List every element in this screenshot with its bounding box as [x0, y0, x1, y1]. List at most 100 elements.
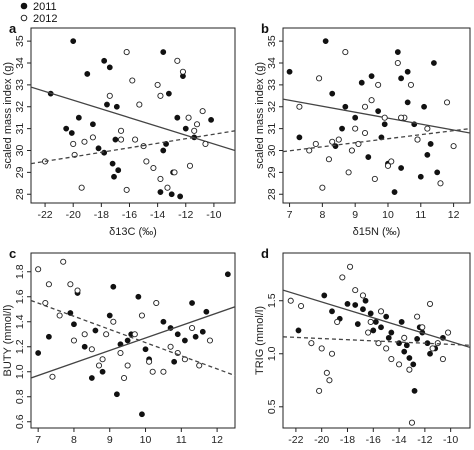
point-d-2012-2 — [308, 340, 315, 347]
x-tick-label-c-2: 9 — [107, 434, 113, 446]
point-b-2012-19 — [437, 180, 444, 187]
point-b-2012-3 — [319, 184, 326, 191]
point-b-2012-22 — [345, 169, 352, 176]
point-d-2011-11 — [401, 348, 408, 355]
point-d-2012-28 — [326, 377, 333, 384]
point-a-2011-25 — [168, 191, 175, 198]
point-c-2012-24 — [56, 312, 63, 319]
x-tick-label-d-6: -10 — [443, 434, 458, 446]
point-d-2012-21 — [439, 356, 446, 363]
point-c-2011-18 — [174, 331, 181, 338]
point-a-2012-8 — [136, 101, 143, 108]
point-a-2011-8 — [112, 136, 119, 143]
point-a-2011-29 — [111, 173, 117, 180]
y-tick-label-d-2: 1.5 — [266, 293, 278, 308]
point-d-2012-9 — [359, 292, 367, 299]
x-tick-label-a-0: -22 — [37, 209, 52, 221]
point-c-2012-2 — [49, 373, 56, 380]
point-a-2012-23 — [123, 186, 130, 193]
point-d-2011-24 — [354, 321, 361, 327]
y-tick-label-b-5: 33 — [266, 79, 278, 91]
point-b-2012-21 — [325, 156, 332, 163]
y-tick-label-a-2: 30 — [14, 145, 26, 157]
x-tick-label-d-2: -18 — [340, 434, 355, 446]
point-a-2012-19 — [191, 127, 198, 134]
y-tick-label-a-6: 34 — [14, 57, 26, 69]
y-tick-label-a-0: 28 — [14, 188, 26, 200]
x-tick-label-c-0: 7 — [35, 434, 41, 446]
point-a-2011-27 — [208, 116, 214, 123]
point-a-2011-13 — [115, 167, 122, 174]
point-d-2012-18 — [419, 324, 426, 331]
point-b-2011-13 — [427, 141, 434, 147]
point-c-2012-29 — [45, 281, 52, 288]
point-c-2012-21 — [189, 324, 196, 332]
point-b-2012-27 — [306, 147, 313, 154]
point-b-2011-6 — [368, 73, 375, 80]
point-a-2011-15 — [113, 103, 120, 110]
point-d-2012-14 — [396, 361, 403, 368]
point-a-2011-7 — [104, 101, 110, 108]
point-d-2012-23 — [318, 345, 325, 352]
x-tick-label-a-1: -20 — [66, 209, 81, 221]
point-a-2012-13 — [157, 175, 164, 182]
point-d-2012-22 — [445, 329, 452, 336]
fit-line-d-2012 — [283, 336, 470, 346]
panel-b: b 7 8 9 10 11 12 28 29 30 31 32 33 34 35 δ15N (‰) scaled… — [254, 21, 471, 238]
point-d-2012-20 — [434, 340, 441, 347]
point-c-2011-4 — [81, 343, 88, 350]
point-b-2012-18 — [424, 125, 431, 132]
point-b-2012-13 — [388, 158, 395, 165]
point-c-2011-6 — [99, 368, 106, 375]
point-d-2012-15 — [401, 334, 408, 341]
plot-frame-b — [282, 27, 471, 204]
point-b-2011-18 — [365, 154, 372, 160]
point-a-2011-16 — [160, 49, 167, 55]
point-a-2012-11 — [143, 158, 150, 165]
point-d-2011-3 — [344, 301, 351, 307]
point-d-2011-25 — [329, 308, 335, 315]
point-d-2011-23 — [427, 350, 433, 357]
point-d-2012-3 — [316, 387, 323, 394]
point-c-2011-22 — [203, 308, 210, 315]
point-c-2011-21 — [192, 333, 199, 340]
point-b-2011-24 — [424, 151, 431, 158]
point-a-2012-17 — [185, 114, 192, 121]
point-d-2012-0 — [287, 297, 294, 304]
x-tick-label-b-4: 11 — [415, 209, 426, 221]
x-tick-label-d-1: -20 — [314, 434, 329, 446]
point-d-2012-1 — [298, 302, 305, 310]
point-b-2012-28 — [443, 99, 451, 106]
y-axis-label-d: TRIG (mmol/l) — [254, 306, 266, 375]
point-a-2011-19 — [174, 114, 181, 121]
point-a-2012-16 — [179, 68, 186, 75]
y-tick-label-a-4: 32 — [14, 101, 26, 113]
x-tick-label-a-2: -18 — [94, 209, 109, 221]
x-tick-label-c-3: 10 — [140, 434, 152, 446]
point-a-2011-3 — [84, 71, 91, 77]
point-b-2012-1 — [312, 140, 319, 147]
point-d-2012-5 — [328, 350, 336, 357]
x-tick-label-b-0: 7 — [287, 209, 293, 221]
point-d-2012-27 — [429, 345, 436, 352]
point-a-2012-12 — [150, 164, 157, 172]
point-b-2011-16 — [391, 189, 398, 195]
point-c-2011-12 — [135, 293, 142, 300]
point-b-2012-0 — [296, 103, 303, 110]
point-d-2011-29 — [370, 327, 377, 334]
point-b-2012-20 — [450, 143, 457, 150]
point-d-2012-29 — [365, 329, 372, 336]
point-c-2011-1 — [45, 333, 52, 340]
y-axis-label-a: scaled mass index (g) — [2, 62, 14, 169]
point-a-2011-4 — [63, 125, 70, 132]
point-b-2012-2 — [316, 75, 323, 82]
y-tick-label-a-7: 35 — [14, 35, 26, 47]
y-tick-label-b-7: 35 — [266, 35, 278, 47]
point-b-2011-0 — [286, 68, 293, 75]
point-b-2011-9 — [398, 75, 405, 82]
point-c-2012-22 — [196, 362, 203, 369]
point-d-2012-13 — [388, 356, 395, 363]
point-a-2012-25 — [157, 92, 164, 99]
point-d-2012-24 — [334, 318, 341, 325]
legend-label-2012: 2012 — [33, 13, 57, 25]
